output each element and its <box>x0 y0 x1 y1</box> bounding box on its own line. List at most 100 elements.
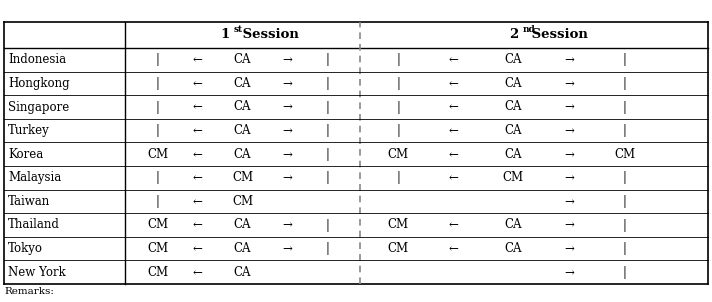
Text: ←: ← <box>449 171 459 184</box>
Text: |: | <box>622 266 627 279</box>
Text: CM: CM <box>503 171 524 184</box>
Text: CA: CA <box>234 242 251 255</box>
Text: →: → <box>564 219 574 232</box>
Text: →: → <box>282 53 292 66</box>
Text: |: | <box>156 77 159 90</box>
Text: |: | <box>622 195 627 208</box>
Text: →: → <box>564 77 574 90</box>
Text: CM: CM <box>147 242 169 255</box>
Text: →: → <box>564 124 574 137</box>
Text: ←: ← <box>449 53 459 66</box>
Text: ←: ← <box>449 101 459 114</box>
Text: ←: ← <box>193 124 203 137</box>
Text: Singapore: Singapore <box>8 101 69 114</box>
Text: Session: Session <box>527 28 588 41</box>
Text: |: | <box>622 77 627 90</box>
Text: CA: CA <box>234 148 251 161</box>
Text: |: | <box>397 101 400 114</box>
Text: ←: ← <box>193 171 203 184</box>
Text: ←: ← <box>449 219 459 232</box>
Text: CM: CM <box>388 219 409 232</box>
Text: CA: CA <box>504 242 522 255</box>
Text: →: → <box>564 148 574 161</box>
Text: →: → <box>564 101 574 114</box>
Text: |: | <box>622 101 627 114</box>
Text: |: | <box>397 53 400 66</box>
Text: ←: ← <box>449 77 459 90</box>
Text: ←: ← <box>193 77 203 90</box>
Text: |: | <box>622 219 627 232</box>
Text: |: | <box>156 124 159 137</box>
Text: →: → <box>282 171 292 184</box>
Text: |: | <box>325 101 329 114</box>
Text: ←: ← <box>193 266 203 279</box>
Text: New York: New York <box>8 266 66 279</box>
Text: →: → <box>564 195 574 208</box>
Text: ←: ← <box>193 53 203 66</box>
Text: ←: ← <box>193 242 203 255</box>
Text: ←: ← <box>449 242 459 255</box>
Text: →: → <box>564 266 574 279</box>
Text: ←: ← <box>449 124 459 137</box>
Text: ←: ← <box>193 219 203 232</box>
Text: |: | <box>156 101 159 114</box>
Text: |: | <box>397 124 400 137</box>
Text: |: | <box>397 171 400 184</box>
Text: ←: ← <box>193 101 203 114</box>
Text: ←: ← <box>193 148 203 161</box>
Text: CA: CA <box>504 148 522 161</box>
Text: CM: CM <box>147 266 169 279</box>
Text: →: → <box>564 53 574 66</box>
Text: Korea: Korea <box>8 148 43 161</box>
Text: CM: CM <box>147 148 169 161</box>
Text: CM: CM <box>388 242 409 255</box>
Text: 1: 1 <box>220 28 229 41</box>
Text: |: | <box>325 171 329 184</box>
Text: st: st <box>234 24 243 34</box>
Text: CA: CA <box>504 124 522 137</box>
Text: →: → <box>282 242 292 255</box>
Text: |: | <box>622 124 627 137</box>
Text: →: → <box>282 77 292 90</box>
Text: →: → <box>282 148 292 161</box>
Text: |: | <box>325 242 329 255</box>
Text: CA: CA <box>504 53 522 66</box>
Text: CM: CM <box>614 148 635 161</box>
Text: →: → <box>282 101 292 114</box>
Text: CA: CA <box>234 124 251 137</box>
Text: |: | <box>325 124 329 137</box>
Text: |: | <box>325 219 329 232</box>
Text: CM: CM <box>232 195 253 208</box>
Text: →: → <box>282 124 292 137</box>
Text: Hongkong: Hongkong <box>8 77 70 90</box>
Text: CA: CA <box>234 77 251 90</box>
Text: ←: ← <box>449 148 459 161</box>
Text: CM: CM <box>147 219 169 232</box>
Text: Thailand: Thailand <box>8 219 60 232</box>
Text: |: | <box>622 171 627 184</box>
Text: |: | <box>156 171 159 184</box>
Text: CA: CA <box>234 53 251 66</box>
Text: CA: CA <box>504 101 522 114</box>
Text: Taiwan: Taiwan <box>8 195 51 208</box>
Text: Tokyo: Tokyo <box>8 242 43 255</box>
Text: Session: Session <box>238 28 298 41</box>
Text: Indonesia: Indonesia <box>8 53 66 66</box>
Text: Remarks:: Remarks: <box>4 288 54 297</box>
Text: |: | <box>325 53 329 66</box>
Text: |: | <box>622 53 627 66</box>
Text: →: → <box>282 219 292 232</box>
Text: CA: CA <box>234 101 251 114</box>
Text: |: | <box>325 148 329 161</box>
Text: |: | <box>397 77 400 90</box>
Text: CA: CA <box>234 266 251 279</box>
Text: →: → <box>564 171 574 184</box>
Text: CA: CA <box>504 219 522 232</box>
Text: CA: CA <box>234 219 251 232</box>
Text: nd: nd <box>523 24 535 34</box>
Text: |: | <box>622 242 627 255</box>
Text: CM: CM <box>232 171 253 184</box>
Text: CA: CA <box>504 77 522 90</box>
Text: Malaysia: Malaysia <box>8 171 61 184</box>
Text: |: | <box>156 195 159 208</box>
